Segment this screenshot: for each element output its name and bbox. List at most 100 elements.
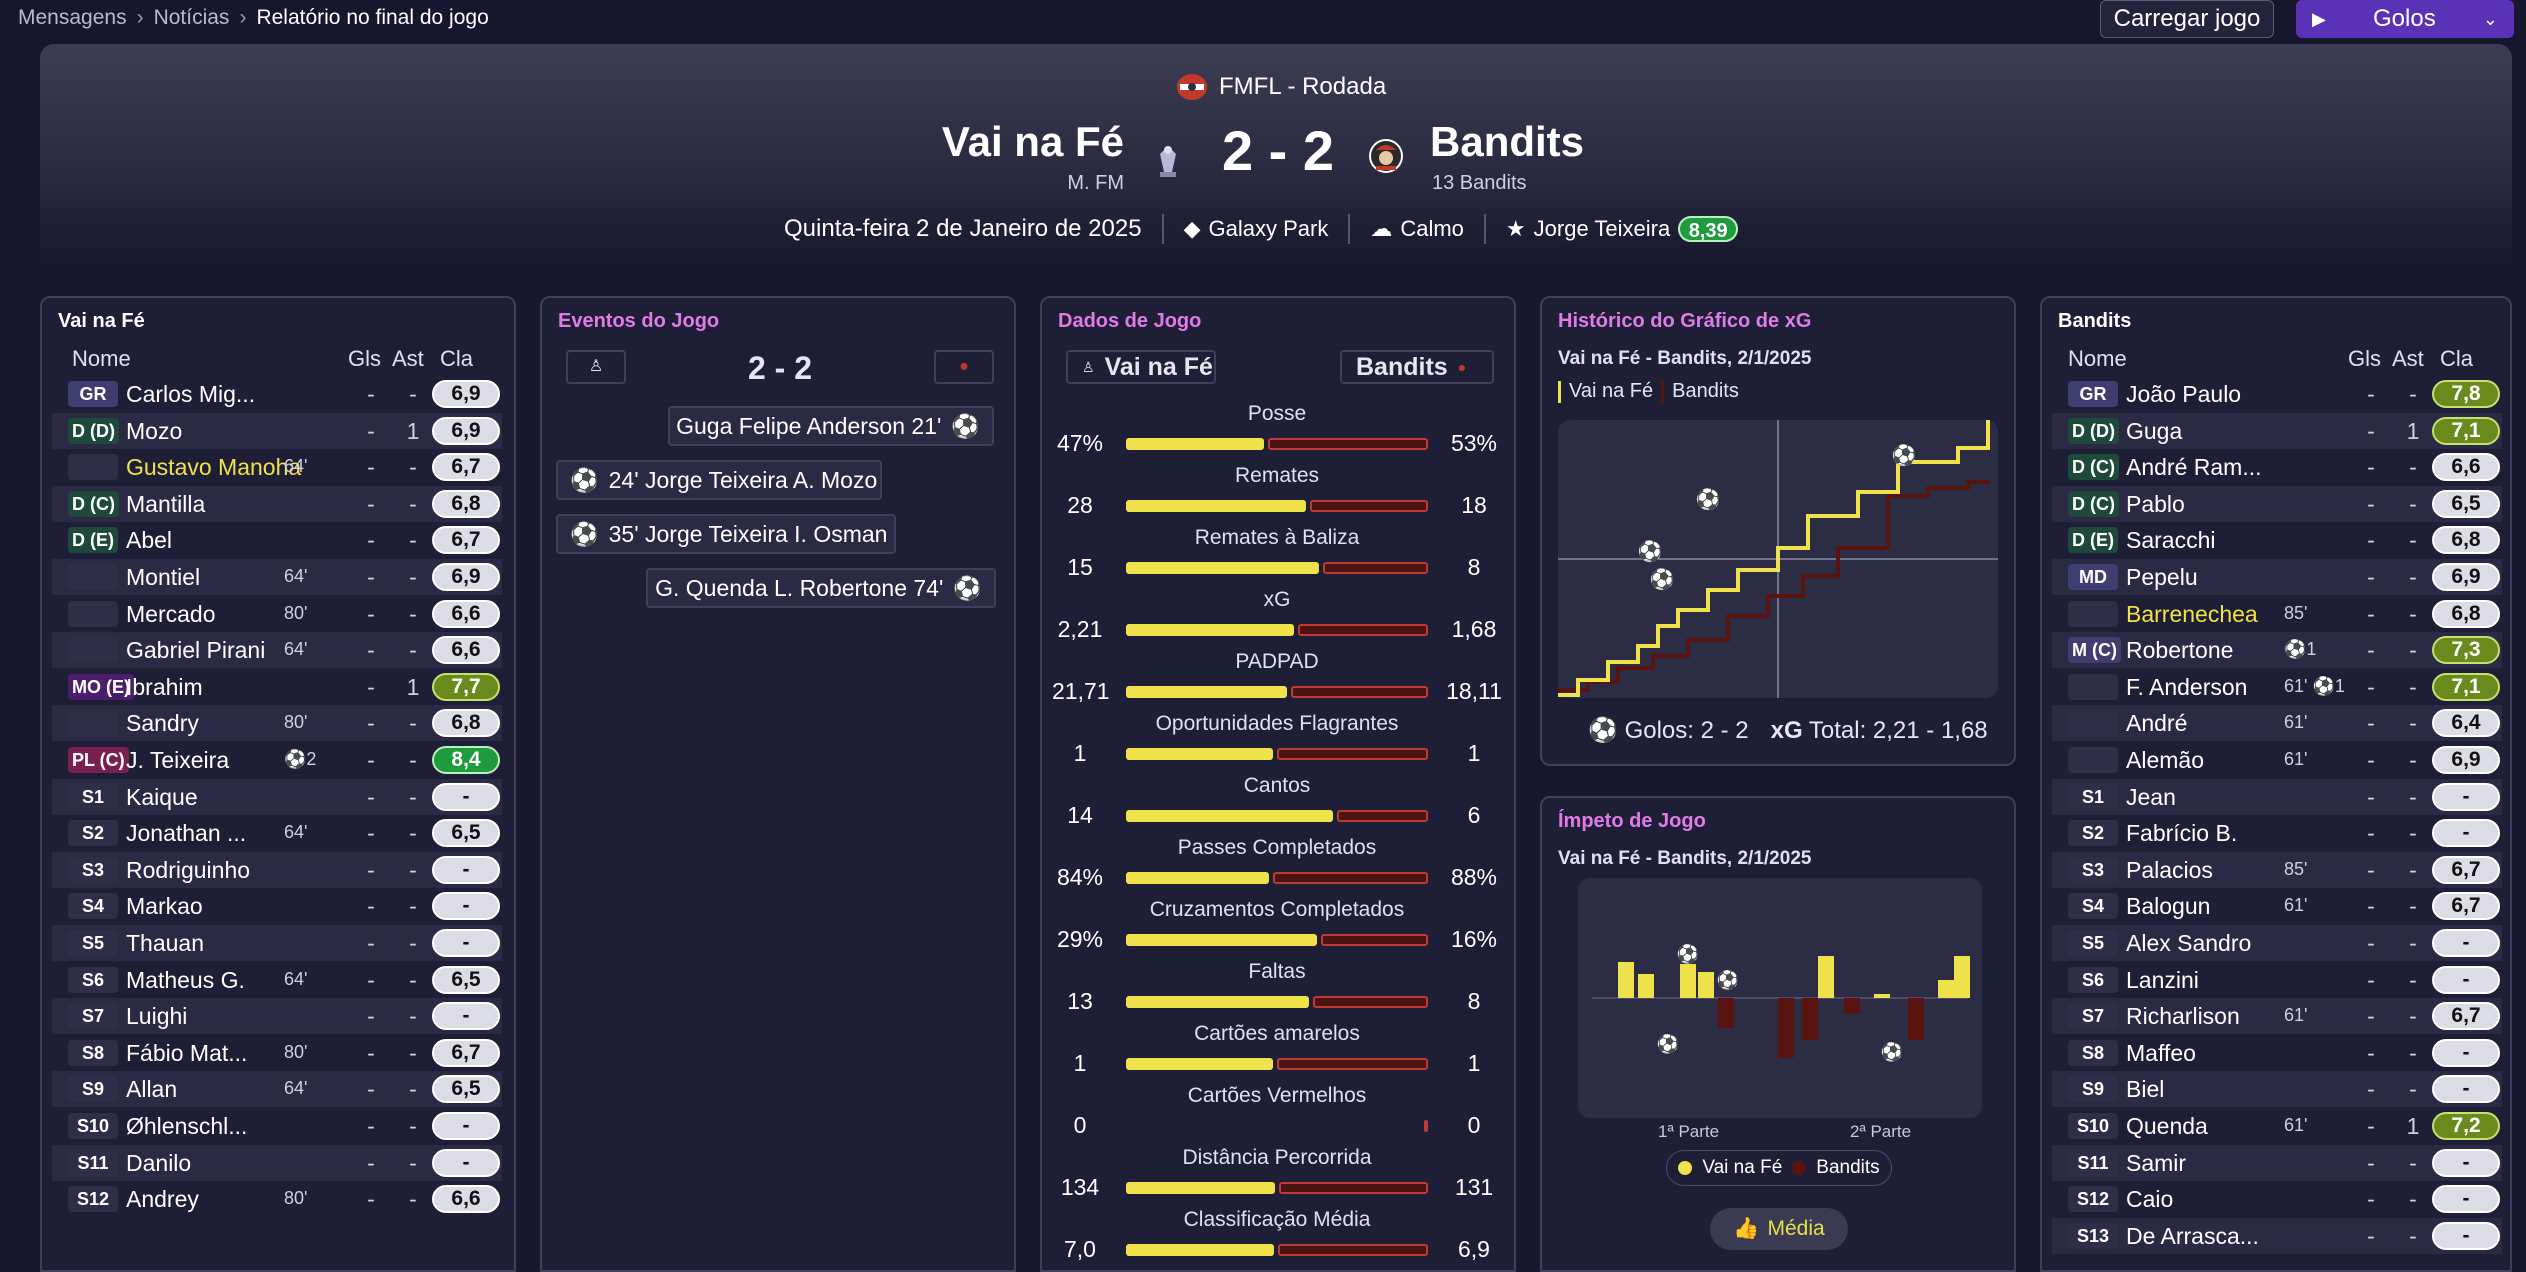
xg-chart[interactable]: ⚽ ⚽ ⚽ ⚽ [1558, 420, 1998, 698]
player-name[interactable]: F. Anderson [2126, 673, 2248, 700]
player-row[interactable]: S1 Kaique - - - [52, 778, 502, 815]
player-row[interactable]: S2 Jonathan ... 64' - -6,5 [52, 815, 502, 851]
player-row[interactable]: S12 Caio - - - [2052, 1181, 2502, 1217]
player-row[interactable]: Gustavo Manoha 64' - -6,7 [52, 449, 502, 485]
player-row[interactable]: S9 Allan 64' - -6,5 [52, 1071, 502, 1108]
away-team-name[interactable]: Bandits [1430, 118, 1585, 165]
player-name[interactable]: Alex Sandro [2126, 930, 2252, 956]
player-name[interactable]: Thauan [126, 930, 205, 956]
player-row[interactable]: S12 Andrey 80' - -6,6 [52, 1181, 502, 1217]
player-name[interactable]: Allan [126, 1076, 178, 1103]
col-name[interactable]: Nome [72, 346, 131, 371]
player-row[interactable]: Mercado 80' - -6,6 [52, 596, 502, 632]
player-name[interactable]: Rodriguinho [126, 856, 251, 883]
player-name[interactable]: Kaique [126, 783, 198, 810]
player-row[interactable]: S7 Richarlison 61' - -6,7 [2052, 998, 2502, 1035]
player-name[interactable]: Guga [2126, 417, 2183, 444]
player-row[interactable]: S11 Samir - - - [2052, 1144, 2502, 1181]
player-name[interactable]: Alemão [2126, 747, 2204, 773]
player-row[interactable]: MO (E) Ibrahim - 1 7,7 [52, 669, 502, 705]
player-row[interactable]: S5 Thauan - - - [52, 925, 502, 961]
player-row[interactable]: PL (C) J. Teixeira ⚽2- -8,4 [52, 742, 502, 778]
momentum-chart[interactable]: ⚽ ⚽ ⚽ ⚽ [1578, 878, 1982, 1118]
home-team-name[interactable]: Vai na Fé [941, 118, 1124, 165]
player-name[interactable]: Robertone [2126, 637, 2234, 664]
player-row[interactable]: Sandry 80' - -6,8 [52, 705, 502, 742]
player-row[interactable]: S7 Luighi - - - [52, 998, 502, 1035]
player-name[interactable]: Mantilla [126, 490, 206, 517]
match-event[interactable]: ⚽ 24' Jorge Teixeira A. Mozo [556, 460, 882, 500]
player-name[interactable]: Balogun [2126, 893, 2211, 920]
player-name[interactable]: Markao [126, 893, 203, 920]
player-row[interactable]: S13 De Arrasca... - - - [2052, 1217, 2502, 1254]
player-row[interactable]: S2 Fabrício B. - - - [2052, 815, 2502, 851]
player-name[interactable]: Lanzini [2126, 966, 2199, 993]
col-assists[interactable]: Ast [392, 346, 424, 371]
player-row[interactable]: S6 Lanzini - - - [2052, 962, 2502, 998]
player-row[interactable]: S1 Jean - - - [2052, 778, 2502, 815]
player-name[interactable]: André Ram... [2126, 454, 2262, 481]
player-name[interactable]: Mozo [126, 417, 183, 444]
player-name[interactable]: Carlos Mig... [126, 381, 256, 407]
player-row[interactable]: D (C) André Ram... - -6,6 [2052, 449, 2502, 485]
player-row[interactable]: M (C) Robertone ⚽1- -7,3 [2052, 632, 2502, 669]
col-goals[interactable]: Gls [348, 346, 381, 371]
player-row[interactable]: S3 Rodriguinho - - - [52, 851, 502, 888]
player-name[interactable]: Montiel [126, 564, 201, 590]
player-name[interactable]: Samir [2126, 1149, 2187, 1176]
player-row[interactable]: S10 Øhlenschl... - - - [52, 1108, 502, 1144]
player-name[interactable]: Ibrahim [126, 673, 203, 700]
man-of-the-match[interactable]: ★ Jorge Teixeira 8,39 [1483, 214, 1758, 244]
player-row[interactable]: S5 Alex Sandro - - - [2052, 925, 2502, 961]
player-name[interactable]: Sandry [126, 710, 199, 737]
player-row[interactable]: D (C) Pablo - -6,5 [2052, 485, 2502, 522]
player-row[interactable]: S11 Danilo - - - [52, 1144, 502, 1181]
player-row[interactable]: D (D) Mozo - 1 6,9 [52, 412, 502, 449]
col-rating[interactable]: Cla [440, 346, 474, 371]
load-match-button[interactable]: Carregar jogo [2100, 0, 2274, 38]
player-name[interactable]: J. Teixeira [126, 747, 230, 773]
player-name[interactable]: Matheus G. [126, 966, 245, 993]
player-name[interactable]: Biel [2126, 1076, 2165, 1103]
match-event[interactable]: Guga Felipe Anderson 21' ⚽ [668, 406, 994, 446]
player-row[interactable]: Gabriel Pirani 64' - -6,6 [52, 632, 502, 669]
breadcrumb-messages[interactable]: Mensagens [18, 6, 127, 29]
player-row[interactable]: D (E) Abel - -6,7 [52, 522, 502, 558]
match-stadium[interactable]: ◆ Galaxy Park [1161, 214, 1349, 244]
player-name[interactable]: Danilo [126, 1149, 192, 1176]
average-toggle-button[interactable]: 👍 Média [1710, 1208, 1848, 1250]
player-name[interactable]: De Arrasca... [2126, 1222, 2259, 1249]
player-row[interactable]: S8 Maffeo - - - [2052, 1035, 2502, 1071]
player-name[interactable]: Pepelu [2126, 564, 2198, 590]
player-name[interactable]: Fábio Mat... [126, 1039, 248, 1066]
player-name[interactable]: Mercado [126, 600, 216, 627]
player-name[interactable]: Abel [126, 527, 173, 554]
player-name[interactable]: Øhlenschl... [126, 1113, 248, 1139]
player-name[interactable]: Gustavo Manoha [126, 454, 302, 481]
player-name[interactable]: Richarlison [2126, 1003, 2240, 1030]
match-event[interactable]: G. Quenda L. Robertone 74' ⚽ [646, 568, 996, 608]
col-goals[interactable]: Gls [2348, 346, 2381, 371]
player-row[interactable]: S8 Fábio Mat... 80' - -6,7 [52, 1035, 502, 1071]
player-name[interactable]: Gabriel Pirani [126, 637, 266, 664]
player-row[interactable]: S4 Markao - - - [52, 888, 502, 924]
player-row[interactable]: Montiel 64' - -6,9 [52, 559, 502, 595]
player-row[interactable]: S3 Palacios 85' - -6,7 [2052, 851, 2502, 888]
col-assists[interactable]: Ast [2392, 346, 2424, 371]
player-row[interactable]: Barrenechea 85' - -6,8 [2052, 596, 2502, 632]
player-name[interactable]: Palacios [2126, 856, 2213, 883]
player-name[interactable]: André [2126, 710, 2188, 737]
goals-dropdown-button[interactable]: ▶ Golos ⌄ [2296, 0, 2514, 38]
player-row[interactable]: GR João Paulo - -7,8 [2052, 376, 2502, 412]
col-rating[interactable]: Cla [2440, 346, 2474, 371]
player-row[interactable]: MD Pepelu - -6,9 [2052, 559, 2502, 595]
player-name[interactable]: Andrey [126, 1186, 199, 1213]
player-row[interactable]: André 61' - -6,4 [2052, 705, 2502, 742]
player-row[interactable]: D (C) Mantilla - -6,8 [52, 485, 502, 522]
player-name[interactable]: Jean [2126, 783, 2176, 810]
player-name[interactable]: Fabrício B. [2126, 820, 2238, 847]
col-name[interactable]: Nome [2068, 346, 2127, 371]
player-name[interactable]: Saracchi [2126, 527, 2216, 554]
player-row[interactable]: D (D) Guga - 1 7,1 [2052, 412, 2502, 449]
player-row[interactable]: S10 Quenda 61' - 1 7,2 [2052, 1108, 2502, 1144]
